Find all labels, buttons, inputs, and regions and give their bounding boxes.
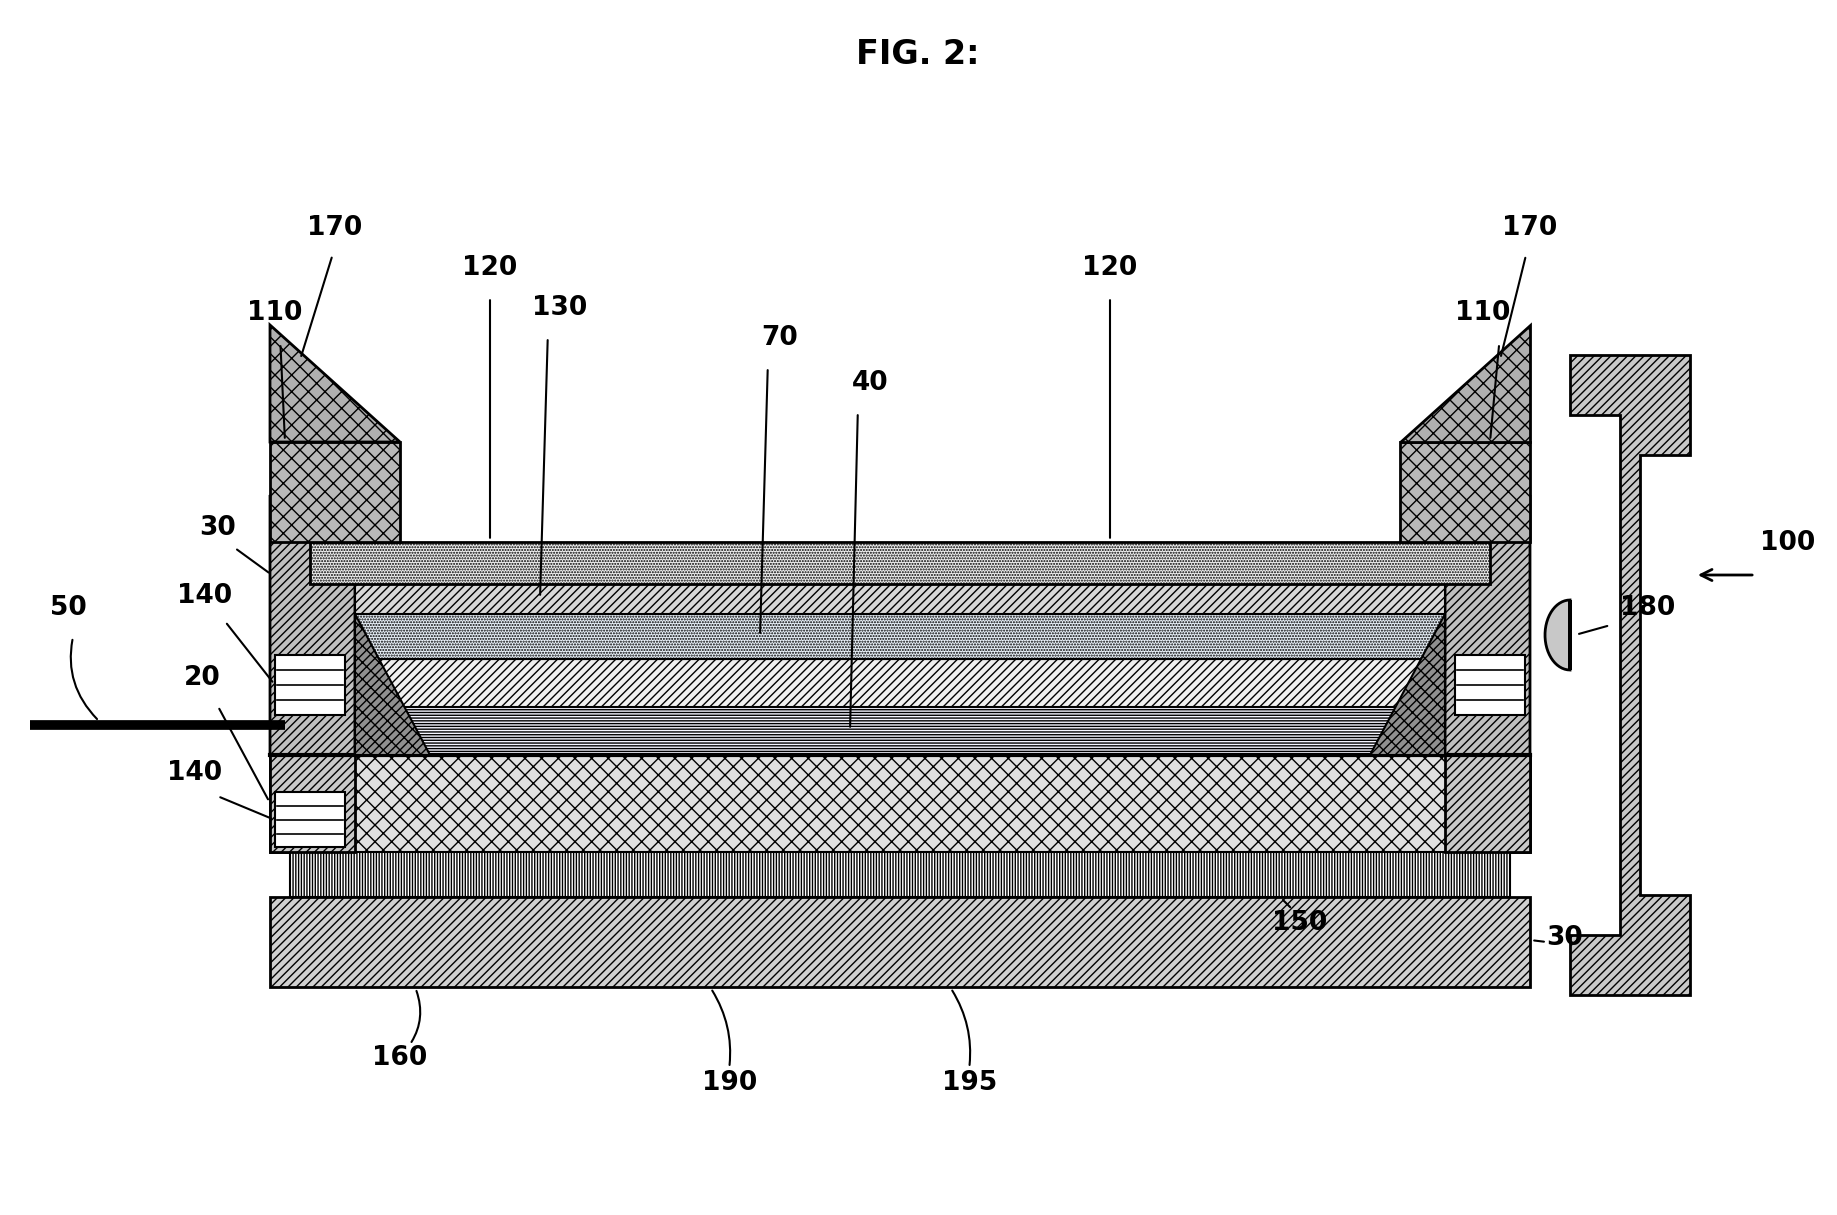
Text: 110: 110: [248, 300, 303, 326]
Polygon shape: [1446, 755, 1530, 852]
Text: 30: 30: [200, 515, 237, 541]
Text: 40: 40: [852, 371, 889, 396]
Bar: [1455, 655, 1525, 714]
Text: 130: 130: [533, 295, 588, 321]
Bar: [276, 655, 345, 714]
Text: 140: 140: [167, 761, 222, 786]
Text: 190: 190: [702, 1070, 757, 1096]
Polygon shape: [270, 755, 355, 852]
Bar: [355, 659, 1446, 707]
Polygon shape: [1446, 495, 1530, 755]
Text: 170: 170: [1503, 215, 1558, 241]
Text: 120: 120: [463, 255, 518, 281]
Text: 70: 70: [762, 324, 799, 351]
Polygon shape: [270, 495, 355, 755]
Text: 30: 30: [1547, 925, 1583, 951]
Text: 195: 195: [942, 1070, 997, 1096]
Text: 50: 50: [50, 595, 86, 621]
Polygon shape: [1545, 600, 1571, 669]
Bar: [270, 755, 1530, 852]
Polygon shape: [1400, 324, 1530, 442]
Bar: [355, 707, 1446, 755]
Polygon shape: [270, 324, 400, 442]
Bar: [276, 792, 345, 847]
Bar: [355, 614, 1446, 659]
Text: 140: 140: [178, 583, 233, 609]
Bar: [1400, 442, 1530, 542]
Text: 170: 170: [307, 215, 362, 241]
Polygon shape: [355, 614, 430, 755]
Text: 120: 120: [1082, 255, 1137, 281]
Polygon shape: [1370, 614, 1446, 755]
Polygon shape: [1571, 355, 1690, 995]
Bar: [270, 442, 400, 542]
Text: FIG. 2:: FIG. 2:: [856, 39, 979, 72]
Bar: [290, 852, 1510, 897]
Bar: [310, 542, 1490, 584]
Text: 150: 150: [1273, 910, 1328, 936]
Text: 160: 160: [373, 1045, 428, 1070]
Bar: [355, 584, 1446, 614]
Text: 100: 100: [1760, 530, 1815, 556]
Bar: [270, 897, 1530, 987]
Text: 110: 110: [1455, 300, 1510, 326]
Text: 180: 180: [1620, 595, 1675, 621]
Text: 20: 20: [184, 665, 220, 691]
